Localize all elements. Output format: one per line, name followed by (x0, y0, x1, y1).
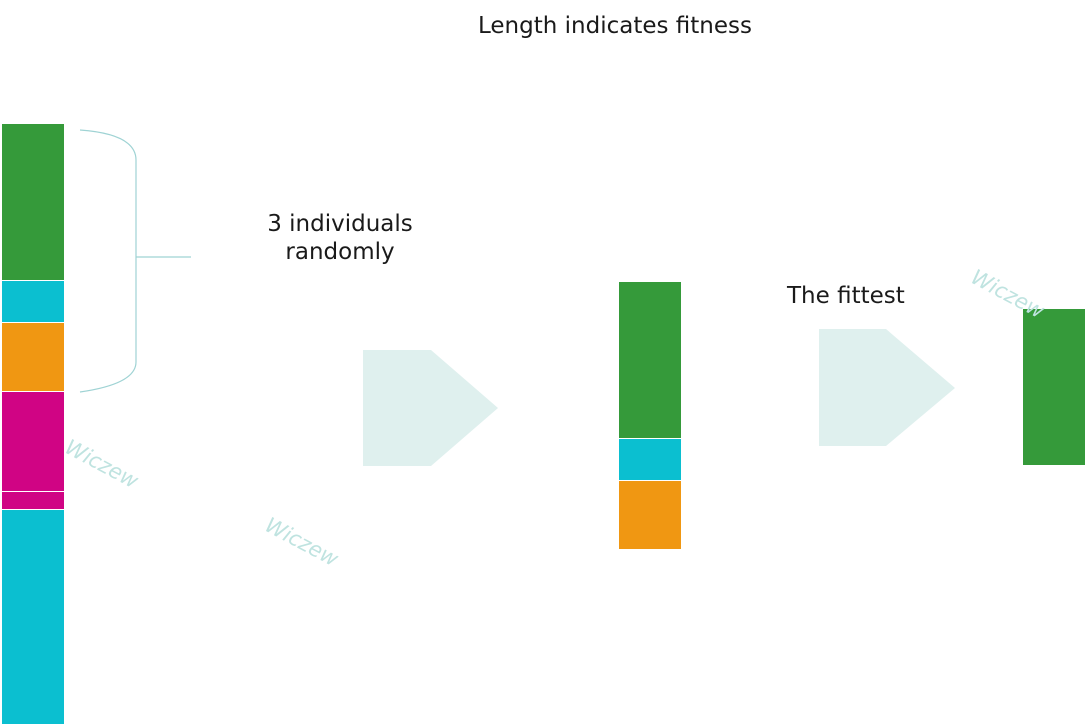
individual-segment-orange (619, 481, 681, 550)
individual-segment-green (1023, 309, 1085, 466)
diagram-title: Length indicates fitness (478, 13, 753, 39)
individual-segment-magenta (2, 492, 64, 510)
arrow-select-shape (363, 350, 498, 466)
arrow-fittest-shape (819, 329, 955, 446)
individual-segment-orange (2, 323, 64, 392)
individual-segment-cyan (2, 281, 64, 323)
selected-individuals-bar (619, 282, 681, 550)
step-label-select-random: 3 individuals randomly (267, 211, 413, 265)
individual-segment-magenta (2, 392, 64, 492)
individual-segment-cyan (2, 510, 64, 725)
individual-segment-cyan (619, 439, 681, 481)
individual-segment-green (2, 124, 64, 281)
individual-segment-green (619, 282, 681, 439)
selection-brace (79, 129, 191, 393)
population-bar (2, 124, 64, 725)
fittest-individual-bar (1023, 309, 1085, 466)
step-label-fittest: The fittest (787, 283, 905, 309)
